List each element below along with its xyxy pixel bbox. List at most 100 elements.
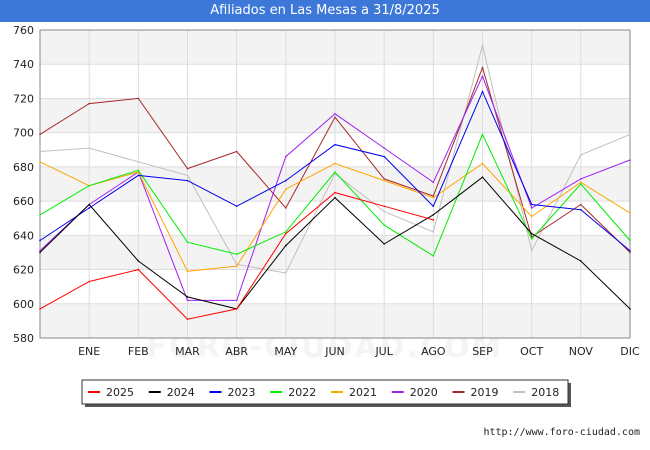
data-point-2022 xyxy=(580,183,582,185)
data-point-2022 xyxy=(629,239,631,242)
data-point-2021 xyxy=(383,179,385,182)
axes xyxy=(39,29,631,339)
legend-label-2019: 2019 xyxy=(471,386,499,399)
data-point-2023 xyxy=(235,205,238,208)
data-point-2024 xyxy=(88,203,90,206)
data-point-2018 xyxy=(334,172,336,175)
data-point-2023 xyxy=(629,249,631,252)
data-point-2019 xyxy=(186,167,189,170)
data-point-2022 xyxy=(383,224,385,226)
data-point-2021 xyxy=(481,162,484,165)
data-point-2025 xyxy=(137,268,140,271)
data-point-2025 xyxy=(88,280,90,283)
data-point-2018 xyxy=(629,133,631,136)
data-point-2020 xyxy=(481,75,484,77)
data-point-2019 xyxy=(137,97,140,100)
x-tick-label: JUL xyxy=(374,345,393,358)
data-point-2025 xyxy=(39,308,41,310)
data-point-2018 xyxy=(580,154,582,156)
data-point-2022 xyxy=(186,241,189,243)
legend-label-2021: 2021 xyxy=(349,386,377,399)
y-tick-labels: 580 600 620 640 660 680 700 720 740 760 xyxy=(13,24,34,345)
data-point-2020 xyxy=(530,207,533,209)
legend-label-2025: 2025 xyxy=(106,386,134,399)
y-tick-label: 700 xyxy=(13,127,34,140)
legend-label-2020: 2020 xyxy=(410,386,438,399)
y-tick-label: 720 xyxy=(13,92,34,105)
data-point-2024 xyxy=(334,196,336,199)
data-point-2021 xyxy=(285,188,287,190)
data-point-2018 xyxy=(285,272,287,274)
legend-label-2024: 2024 xyxy=(167,386,195,399)
data-point-2024 xyxy=(39,251,41,254)
x-tick-labels: ENE FEB MAR ABR MAY JUN JUL AGO SEP OCT NOV DIC xyxy=(78,345,640,358)
data-point-2019 xyxy=(88,102,90,105)
data-point-2019 xyxy=(383,178,385,180)
legend: 2025 2024 2023 2022 2021 2020 2019 2018 xyxy=(81,379,571,407)
y-tick-label: 660 xyxy=(13,195,34,208)
data-point-2019 xyxy=(629,251,631,254)
data-point-2021 xyxy=(334,162,336,165)
chart-title: Afiliados en Las Mesas a 31/8/2025 xyxy=(0,0,650,22)
data-point-2022 xyxy=(88,184,90,187)
data-point-2019 xyxy=(481,66,484,69)
data-point-2025 xyxy=(235,308,238,310)
data-point-2023 xyxy=(88,207,90,209)
series-lines xyxy=(39,44,631,320)
x-tick-label: DIC xyxy=(620,345,640,358)
legend-box xyxy=(81,379,569,405)
x-tick-label: AGO xyxy=(421,345,446,358)
data-point-2021 xyxy=(39,160,41,163)
data-point-2024 xyxy=(186,296,189,298)
data-point-2025 xyxy=(432,219,435,221)
data-point-2022 xyxy=(285,231,287,233)
legend-label-2018: 2018 xyxy=(531,386,559,399)
data-point-2023 xyxy=(137,174,140,177)
data-point-2019 xyxy=(334,116,336,119)
data-point-2019 xyxy=(580,203,582,206)
y-tick-label: 740 xyxy=(13,58,34,71)
data-point-2021 xyxy=(432,196,435,199)
data-point-2022 xyxy=(432,255,435,257)
x-tick-label: MAR xyxy=(175,345,200,358)
data-point-2020 xyxy=(629,159,631,161)
x-tick-label: NOV xyxy=(569,345,594,358)
data-point-2019 xyxy=(432,195,435,197)
data-point-2019 xyxy=(39,133,41,136)
data-point-2020 xyxy=(383,147,385,149)
data-point-2023 xyxy=(383,155,385,158)
data-point-2018 xyxy=(383,210,385,213)
data-point-2024 xyxy=(481,176,484,178)
x-tick-label: OCT xyxy=(520,345,543,358)
data-point-2022 xyxy=(481,133,484,136)
data-point-2022 xyxy=(137,169,140,172)
x-tick-label: ENE xyxy=(78,345,100,358)
x-tick-label: SEP xyxy=(472,345,493,358)
data-point-2023 xyxy=(334,143,336,146)
data-point-2024 xyxy=(580,260,582,262)
data-point-2024 xyxy=(383,243,385,245)
data-point-2020 xyxy=(285,155,287,158)
data-point-2024 xyxy=(530,232,533,235)
y-tick-label: 600 xyxy=(13,298,34,311)
data-point-2023 xyxy=(186,179,189,182)
data-point-2018 xyxy=(39,150,41,153)
source-url[interactable]: http://www.foro-ciudad.com xyxy=(483,427,640,438)
data-point-2021 xyxy=(580,181,582,184)
data-point-2018 xyxy=(88,147,90,149)
data-point-2020 xyxy=(39,249,41,252)
data-point-2023 xyxy=(530,203,533,206)
data-point-2024 xyxy=(137,260,140,262)
data-point-2020 xyxy=(334,113,336,115)
legend-label-2022: 2022 xyxy=(288,386,316,399)
data-point-2023 xyxy=(39,239,41,242)
data-point-2019 xyxy=(235,150,238,153)
data-point-2023 xyxy=(285,179,287,182)
x-tick-label: MAY xyxy=(274,345,297,358)
data-point-2025 xyxy=(285,232,287,235)
data-point-2025 xyxy=(334,191,336,194)
plot-frame xyxy=(39,29,631,339)
data-point-2024 xyxy=(629,308,631,310)
data-point-2023 xyxy=(580,208,582,211)
data-point-2025 xyxy=(186,318,189,320)
